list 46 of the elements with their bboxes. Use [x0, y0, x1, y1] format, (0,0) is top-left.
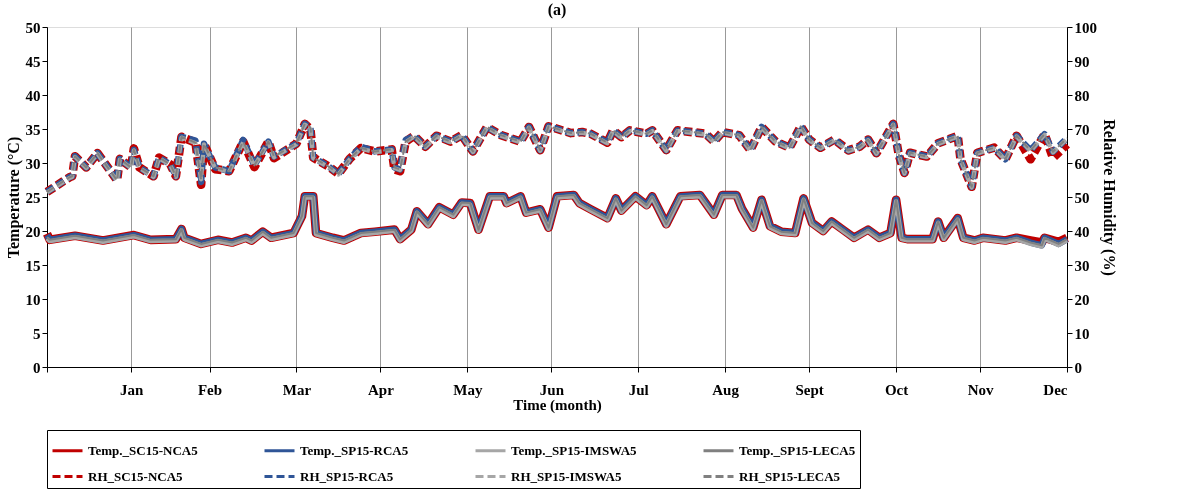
legend-label: RH_SC15-NCA5: [88, 468, 184, 484]
y2-axis-title: Relative Humidity (%): [1100, 119, 1118, 276]
legend-label: RH_SP15-RCA5: [300, 468, 394, 484]
chart-title: (a): [547, 1, 567, 19]
y-tick-label: 45: [25, 53, 41, 70]
x-axis-title: Time (month): [513, 396, 602, 414]
x-tick-label: Dec: [1043, 381, 1068, 398]
y2-tick-label: 0: [1074, 359, 1082, 376]
x-tick-label: Feb: [197, 381, 223, 398]
x-tick-label: Apr: [368, 381, 395, 398]
legend-label: RH_SP15-LECA5: [739, 468, 841, 484]
x-tick-label: Sept: [795, 381, 824, 398]
y2-tick-label: 50: [1074, 189, 1090, 206]
legend-label: Temp._SP15-RCA5: [300, 442, 409, 458]
x-tick-label: Aug: [712, 381, 740, 398]
y-tick-label: 30: [25, 155, 41, 172]
y-tick-label: 10: [25, 291, 41, 308]
y-axis-title: Temperature (°C): [4, 136, 23, 259]
y2-tick-label: 80: [1074, 87, 1090, 104]
y-tick-label: 25: [25, 189, 41, 206]
y2-tick-label: 90: [1074, 53, 1090, 70]
y-tick-label: 20: [25, 223, 41, 240]
legend-label: RH_SP15-IMSWA5: [511, 468, 623, 484]
y2-tick-label: 70: [1074, 121, 1090, 138]
x-tick-label: Jan: [119, 381, 144, 398]
y2-tick-label: 60: [1074, 155, 1090, 172]
y2-tick-label: 10: [1074, 325, 1090, 342]
x-tick-label: Jun: [539, 381, 565, 398]
x-tick-label: Nov: [967, 381, 995, 398]
y2-tick-label: 40: [1074, 223, 1090, 240]
legend-label: Temp._SC15-NCA5: [88, 442, 199, 458]
x-tick-label: Oct: [884, 381, 909, 398]
y-tick-label: 5: [33, 325, 41, 342]
y2-tick-label: 30: [1074, 257, 1090, 274]
y2-tick-label: 100: [1074, 19, 1097, 36]
y-tick-label: 50: [25, 19, 41, 36]
y-tick-label: 15: [25, 257, 41, 274]
y-tick-label: 35: [25, 121, 41, 138]
y-tick-label: 0: [33, 359, 41, 376]
legend-label: Temp._SP15-LECA5: [739, 442, 856, 458]
x-tick-label: May: [453, 381, 483, 398]
y-tick-label: 40: [25, 87, 41, 104]
x-tick-label: Mar: [282, 381, 312, 398]
y2-tick-label: 20: [1074, 291, 1090, 308]
legend-label: Temp._SP15-IMSWA5: [511, 442, 638, 458]
x-tick-label: Jul: [628, 381, 649, 398]
